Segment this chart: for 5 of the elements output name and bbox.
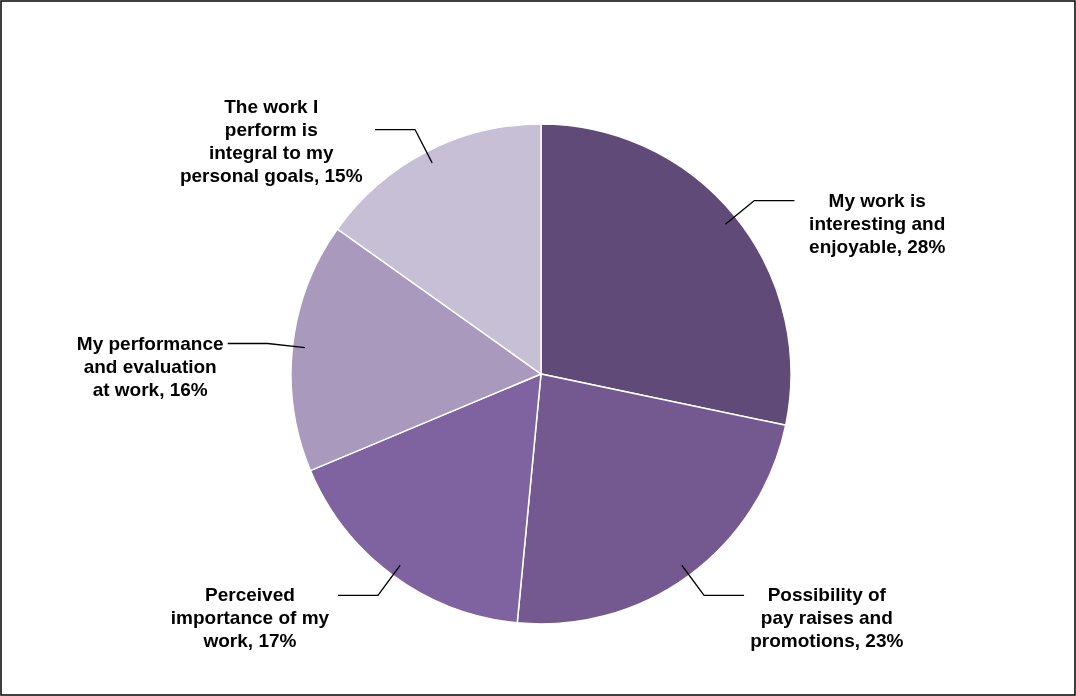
slice-label: Possibility of pay raises and promotions, 23% bbox=[750, 584, 904, 652]
slice-label: My work is interesting and enjoyable, 28% bbox=[809, 189, 946, 257]
slice-label: My performance and evaluation at work, 16% bbox=[76, 332, 224, 400]
slice-label: The work I perform is integral to my personal goals, 15% bbox=[179, 95, 363, 186]
slice-label: Perceived importance of my work, 17% bbox=[170, 584, 330, 652]
